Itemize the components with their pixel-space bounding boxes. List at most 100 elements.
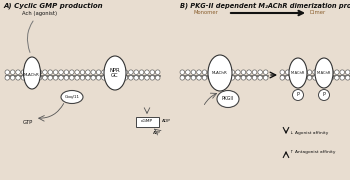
Circle shape: [214, 75, 218, 80]
Circle shape: [340, 75, 344, 80]
Circle shape: [318, 75, 323, 80]
Text: Monomer: Monomer: [194, 10, 219, 15]
Circle shape: [27, 75, 31, 80]
Circle shape: [291, 75, 295, 80]
Ellipse shape: [289, 58, 307, 88]
Circle shape: [5, 70, 9, 75]
Circle shape: [264, 70, 268, 75]
Text: cGMP: cGMP: [141, 119, 153, 123]
Circle shape: [16, 70, 20, 75]
Circle shape: [10, 70, 15, 75]
Circle shape: [302, 75, 306, 80]
Circle shape: [59, 70, 63, 75]
Circle shape: [186, 75, 190, 80]
Circle shape: [48, 75, 52, 80]
Circle shape: [32, 75, 36, 80]
Ellipse shape: [23, 57, 41, 89]
Circle shape: [241, 75, 246, 80]
Circle shape: [139, 70, 144, 75]
Ellipse shape: [208, 55, 232, 91]
Circle shape: [286, 70, 290, 75]
Circle shape: [230, 70, 235, 75]
Circle shape: [258, 70, 262, 75]
Text: NPR
GC: NPR GC: [110, 68, 120, 78]
Text: PKGII: PKGII: [222, 96, 234, 102]
Circle shape: [318, 70, 323, 75]
Circle shape: [236, 70, 240, 75]
Circle shape: [224, 70, 229, 75]
Circle shape: [85, 75, 90, 80]
Circle shape: [128, 75, 133, 80]
Circle shape: [191, 75, 196, 80]
Circle shape: [75, 75, 79, 80]
Circle shape: [134, 70, 139, 75]
Circle shape: [102, 75, 106, 80]
FancyBboxPatch shape: [135, 116, 159, 127]
Circle shape: [302, 70, 306, 75]
Circle shape: [324, 75, 328, 80]
Circle shape: [329, 70, 334, 75]
Circle shape: [43, 75, 47, 80]
Circle shape: [208, 70, 212, 75]
Text: P: P: [323, 93, 326, 98]
Circle shape: [107, 70, 112, 75]
Circle shape: [43, 70, 47, 75]
Circle shape: [252, 70, 257, 75]
Circle shape: [296, 70, 301, 75]
Circle shape: [37, 75, 42, 80]
Text: ↓ Agonist affinity: ↓ Agonist affinity: [290, 131, 328, 135]
Circle shape: [293, 89, 303, 100]
Circle shape: [230, 75, 235, 80]
Circle shape: [64, 70, 69, 75]
Text: A) Cyclic GMP production: A) Cyclic GMP production: [3, 2, 103, 9]
Circle shape: [59, 75, 63, 80]
Circle shape: [247, 75, 251, 80]
Text: M₂AChR: M₂AChR: [212, 71, 228, 75]
Circle shape: [224, 75, 229, 80]
Circle shape: [155, 70, 160, 75]
Circle shape: [252, 75, 257, 80]
Circle shape: [128, 70, 133, 75]
Circle shape: [85, 70, 90, 75]
Circle shape: [197, 75, 201, 80]
Ellipse shape: [315, 58, 333, 88]
Circle shape: [27, 70, 31, 75]
Circle shape: [37, 70, 42, 75]
Circle shape: [324, 70, 328, 75]
Circle shape: [241, 70, 246, 75]
Circle shape: [118, 70, 122, 75]
Ellipse shape: [217, 91, 239, 107]
Text: P: P: [296, 93, 300, 98]
Text: M₂AChR: M₂AChR: [23, 73, 39, 77]
Circle shape: [5, 75, 9, 80]
Circle shape: [150, 70, 155, 75]
Circle shape: [107, 75, 112, 80]
Circle shape: [123, 70, 128, 75]
Circle shape: [155, 75, 160, 80]
Circle shape: [16, 75, 20, 80]
Circle shape: [236, 75, 240, 80]
Circle shape: [335, 70, 339, 75]
Circle shape: [291, 70, 295, 75]
Circle shape: [69, 70, 74, 75]
Circle shape: [180, 70, 184, 75]
Circle shape: [69, 75, 74, 80]
Circle shape: [186, 70, 190, 75]
Circle shape: [123, 75, 128, 80]
Ellipse shape: [104, 56, 126, 90]
Circle shape: [313, 75, 317, 80]
Text: M₂AChR: M₂AChR: [291, 71, 305, 75]
Circle shape: [32, 70, 36, 75]
Circle shape: [197, 70, 201, 75]
Circle shape: [91, 70, 96, 75]
Text: Gαq/11: Gαq/11: [64, 95, 79, 99]
Text: GTP: GTP: [23, 120, 33, 125]
Text: Dimer: Dimer: [310, 10, 326, 15]
Circle shape: [329, 75, 334, 80]
Circle shape: [214, 70, 218, 75]
Text: ↑ Antagonist affinity: ↑ Antagonist affinity: [290, 150, 336, 154]
Circle shape: [258, 75, 262, 80]
Text: ATP: ATP: [153, 131, 161, 135]
Circle shape: [53, 70, 58, 75]
Circle shape: [64, 75, 69, 80]
